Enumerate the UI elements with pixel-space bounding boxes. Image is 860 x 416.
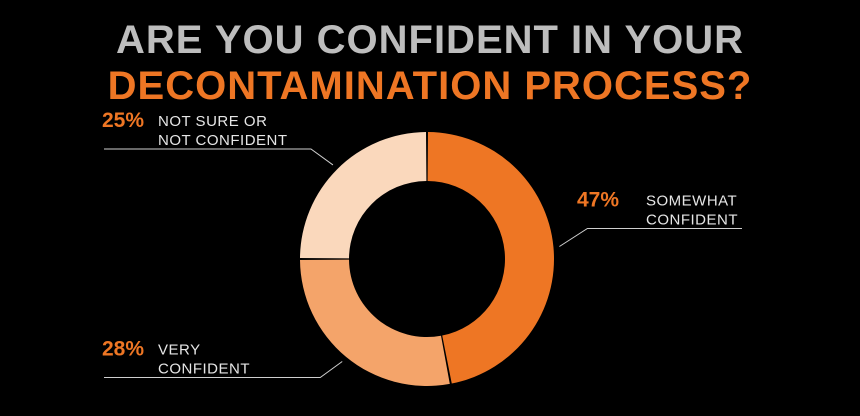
- slice-category-label-0-0: SOMEWHAT: [646, 192, 737, 209]
- donut-slice-0: [427, 132, 554, 384]
- slice-labels: 47% SOMEWHAT CONFIDENT 28% VERY CONFIDENT 25% N…: [102, 109, 742, 378]
- slice-category-label-2-1: NOT CONFIDENT: [158, 132, 288, 149]
- slice-value-label-2: 25%: [102, 109, 144, 132]
- donut-slice-2: [300, 132, 427, 259]
- leader-line-1: [104, 361, 343, 378]
- slice-category-label-1-1: CONFIDENT: [158, 360, 250, 377]
- slice-category-label-0-1: CONFIDENT: [646, 211, 738, 228]
- slice-category-label-1-0: VERY: [158, 341, 201, 358]
- donut-slices: [300, 132, 554, 386]
- chart-title-line-1: ARE YOU CONFIDENT IN YOUR: [115, 18, 745, 62]
- donut-slice-1: [300, 259, 450, 386]
- leader-line-0: [559, 227, 742, 247]
- leader-line-2: [104, 148, 334, 166]
- slice-value-label-1: 28%: [102, 337, 144, 360]
- slice-category-label-2-0: NOT SURE OR: [158, 113, 267, 130]
- chart-title-line-2: DECONTAMINATION PROCESS?: [107, 64, 753, 108]
- slice-value-label-0: 47%: [577, 188, 619, 211]
